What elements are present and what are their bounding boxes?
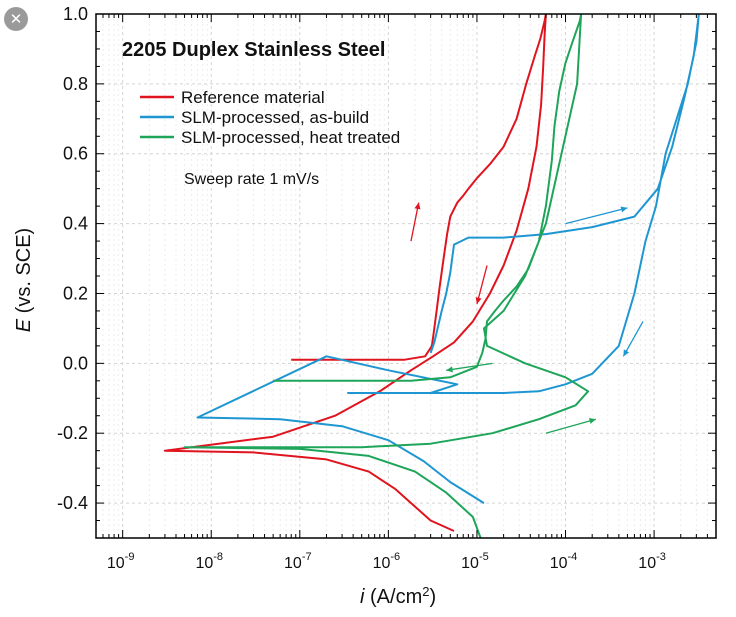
chart-title: 2205 Duplex Stainless Steel xyxy=(122,39,385,61)
y-tick-label: 0.0 xyxy=(63,353,88,373)
series-layer xyxy=(163,14,700,538)
x-axis-unit-exponent: 2 xyxy=(422,584,429,599)
x-tick-label: 10-3 xyxy=(638,551,666,572)
x-tick-exponent: -8 xyxy=(213,551,223,563)
axis-ticks xyxy=(95,13,717,539)
x-tick-base: 10 xyxy=(638,555,656,572)
x-tick-exponent: -6 xyxy=(390,551,400,563)
x-tick-label: 10-5 xyxy=(461,551,489,572)
x-tick-labels: 10-9 10-8 10-7 10-6 10-5 10-4 10-3 xyxy=(107,551,666,572)
sweep-direction-arrow xyxy=(565,206,628,225)
direction-arrows xyxy=(410,202,644,434)
x-tick-exponent: -4 xyxy=(568,551,578,563)
sweep-rate-annotation: Sweep rate 1 mV/s xyxy=(184,171,319,188)
sweep-direction-arrow xyxy=(410,202,421,242)
x-axis-unit-close: ) xyxy=(429,586,436,608)
sweep-direction-arrow xyxy=(622,321,644,357)
y-axis-symbol: E xyxy=(13,318,35,332)
x-tick-label: 10-8 xyxy=(195,551,223,572)
x-axis-title: i (A/cm2) xyxy=(360,584,436,609)
x-tick-base: 10 xyxy=(195,555,213,572)
x-axis-unit: (A/cm xyxy=(364,586,422,608)
y-tick-label: 0.4 xyxy=(63,214,88,234)
x-tick-base: 10 xyxy=(107,555,125,572)
x-tick-exponent: -5 xyxy=(479,551,489,563)
y-axis-unit: (vs. SCE) xyxy=(13,228,35,319)
x-tick-label: 10-4 xyxy=(550,551,578,572)
y-axis-title: E (vs. SCE) xyxy=(13,228,35,332)
y-tick-label: 0.8 xyxy=(63,74,88,94)
y-tick-label: 1.0 xyxy=(63,4,88,24)
x-tick-label: 10-7 xyxy=(284,551,312,572)
series-line-2 xyxy=(196,14,700,504)
x-axis-symbol: i xyxy=(360,586,365,608)
y-tick-label: 0.6 xyxy=(63,144,88,164)
x-tick-base: 10 xyxy=(373,555,391,572)
y-tick-label: 0.2 xyxy=(63,283,88,303)
series-line-1 xyxy=(163,14,547,532)
sweep-direction-arrow xyxy=(545,417,597,434)
y-tick-label: -0.4 xyxy=(57,493,88,513)
legend-label: SLM-processed, heat treated xyxy=(181,128,400,147)
legend-label: SLM-processed, as-build xyxy=(181,108,369,127)
legend-label: Reference material xyxy=(181,88,325,107)
y-tick-label: -0.2 xyxy=(57,423,88,443)
sweep-direction-arrow xyxy=(475,265,488,305)
x-tick-base: 10 xyxy=(284,555,302,572)
close-button[interactable]: ✕ xyxy=(4,7,28,31)
x-tick-label: 10-6 xyxy=(373,551,401,572)
series-line-3 xyxy=(183,14,590,538)
x-tick-label: 10-9 xyxy=(107,551,135,572)
x-tick-base: 10 xyxy=(550,555,568,572)
x-tick-exponent: -3 xyxy=(656,551,666,563)
x-tick-base: 10 xyxy=(461,555,479,572)
x-tick-exponent: -7 xyxy=(302,551,312,563)
y-tick-labels: 1.0 0.8 0.6 0.4 0.2 0.0 -0.2 -0.4 xyxy=(57,4,88,513)
sweep-direction-arrow xyxy=(446,362,493,373)
x-tick-exponent: -9 xyxy=(125,551,135,563)
